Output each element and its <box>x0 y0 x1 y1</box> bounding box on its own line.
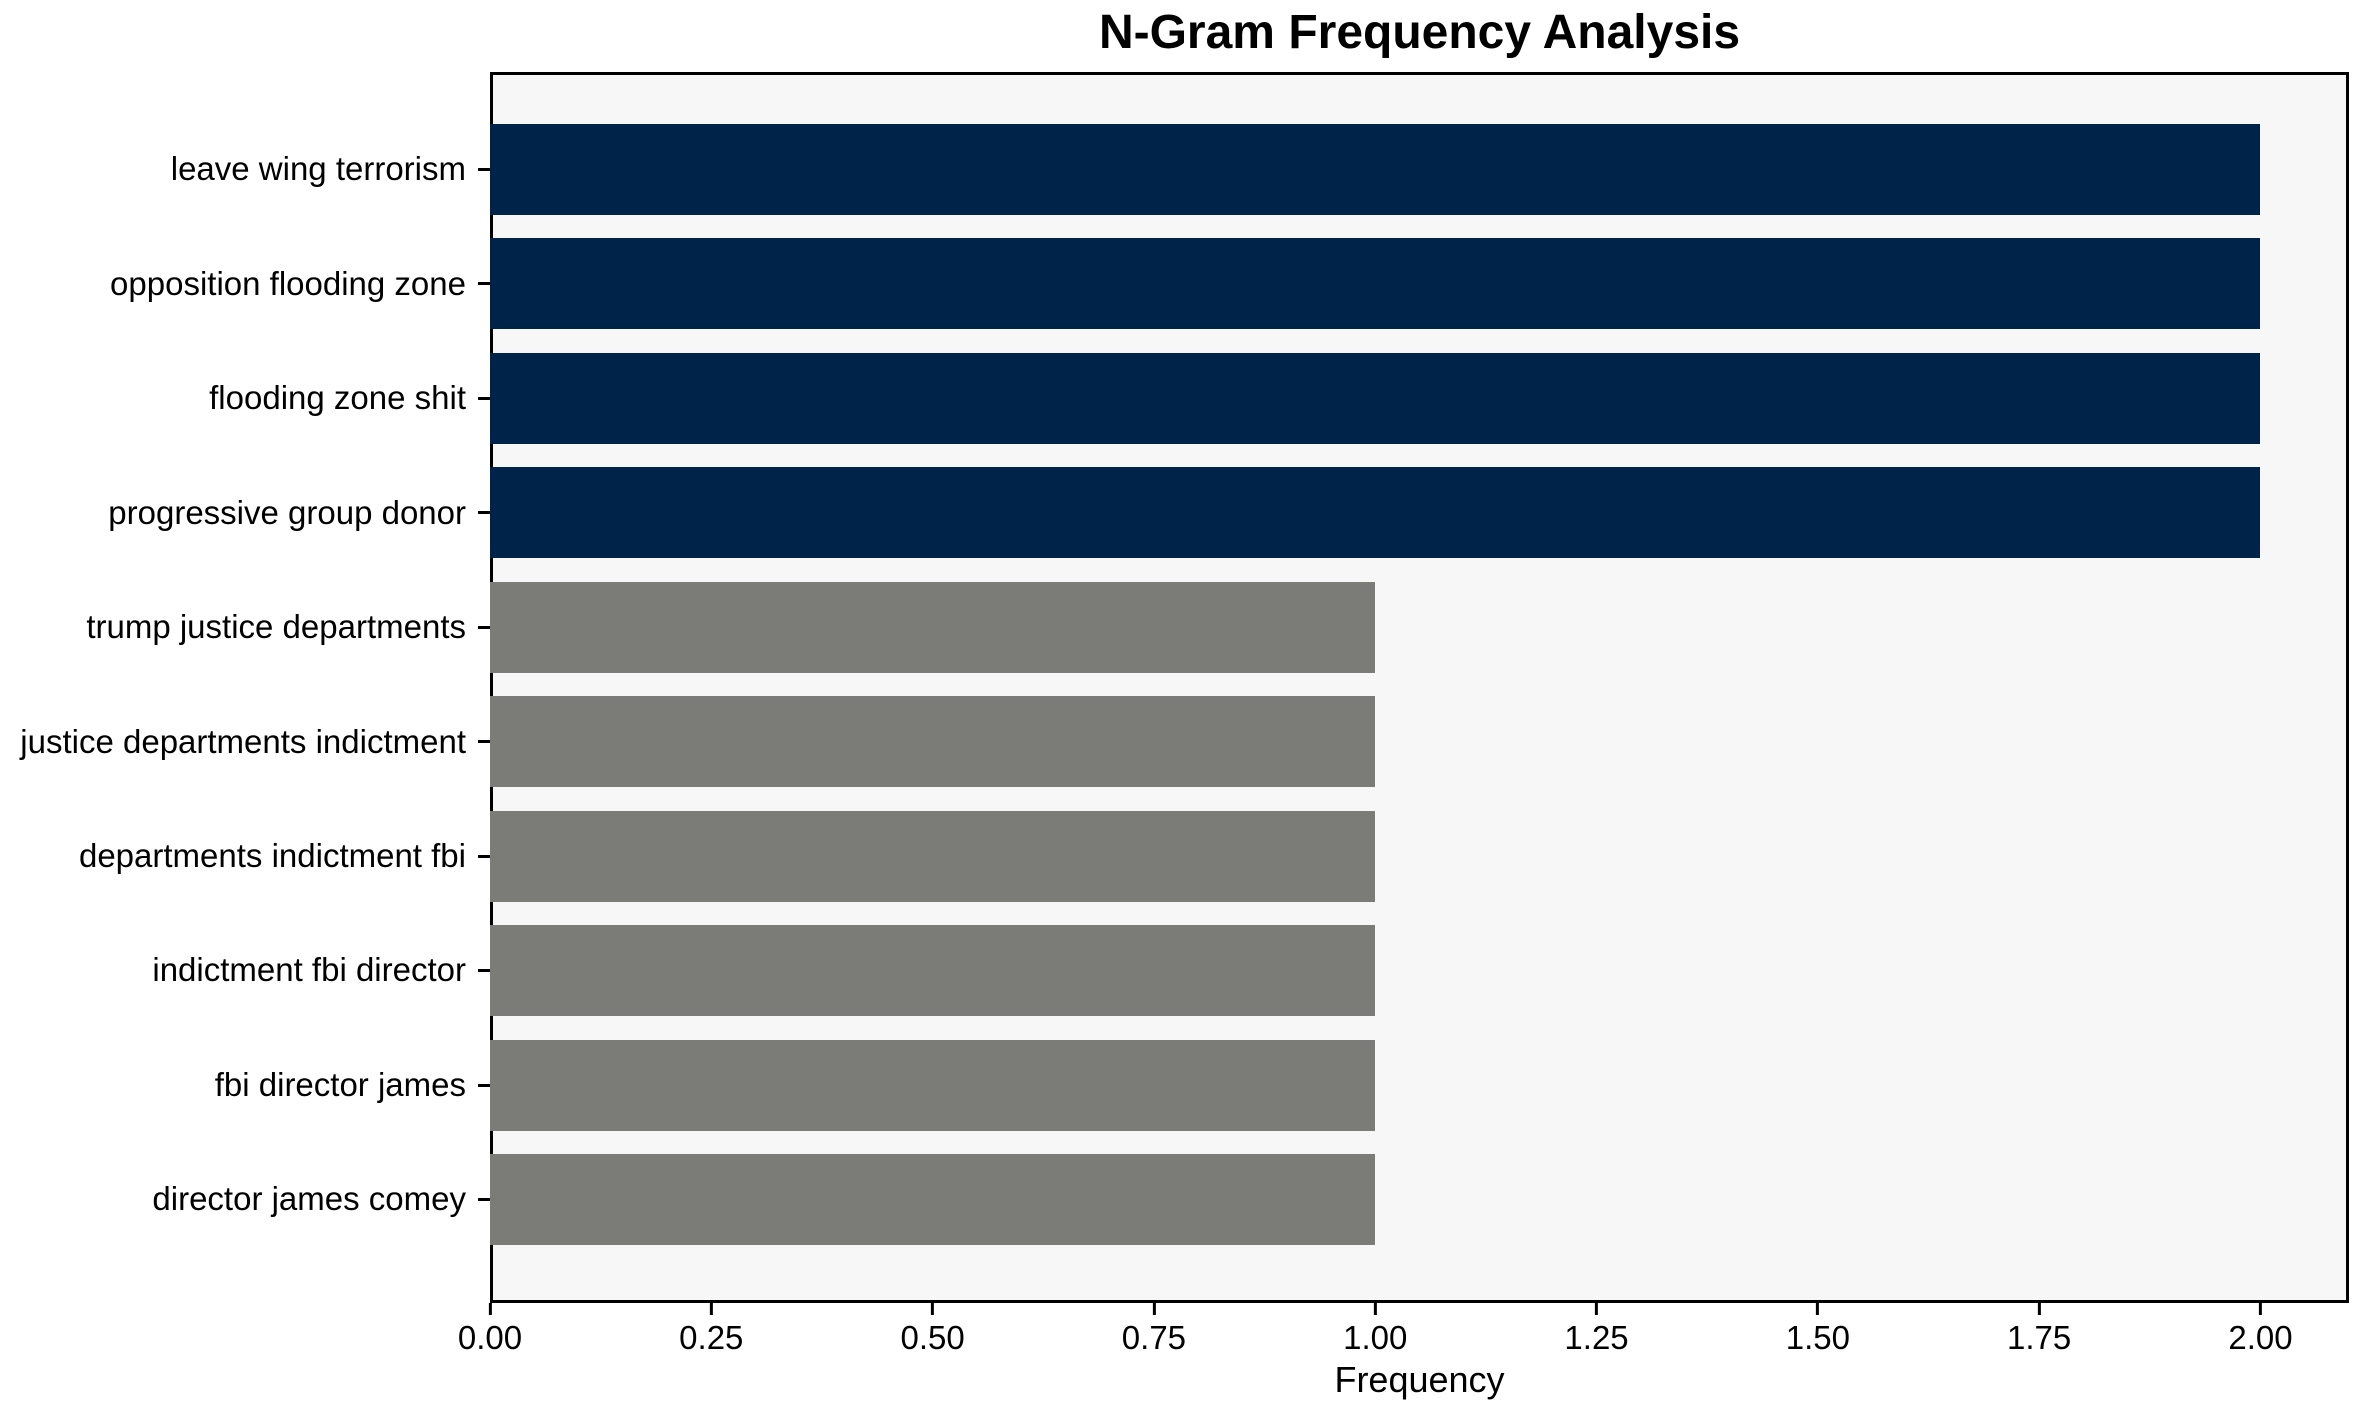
x-tick: 0.50 <box>900 1303 965 1356</box>
y-tick-mark <box>478 168 490 171</box>
x-tick-mark <box>2258 1303 2262 1315</box>
x-tick: 0.75 <box>1122 1303 1186 1356</box>
bar-row: opposition flooding zone <box>0 238 2349 330</box>
bar-row: leave wing terrorism <box>0 124 2349 215</box>
y-tick-mark <box>478 396 490 400</box>
bar-row: justice departments indictment <box>0 696 2349 788</box>
x-tick-label: 0.75 <box>1121 1319 1187 1356</box>
x-tick-mark <box>1595 1303 1599 1315</box>
y-tick-mark <box>478 511 490 515</box>
bar-row: indictment fbi director <box>0 925 2349 1017</box>
x-tick: 1.50 <box>1786 1303 1850 1356</box>
frequency-bar <box>490 581 1376 673</box>
y-tick-label: opposition flooding zone <box>110 264 466 302</box>
frequency-bar <box>490 467 2261 559</box>
bar-track <box>490 352 2349 444</box>
bar-row: departments indictment fbi <box>0 810 2349 902</box>
x-axis: 0.00 0.25 0.50 0.75 1.00 1.25 1.50 1.75 2.00 <box>458 1303 2349 1363</box>
bar-track <box>490 810 2349 902</box>
bar-track <box>490 1153 2349 1245</box>
y-tick-label: progressive group donor <box>108 493 466 531</box>
y-tick-label: indictment fbi director <box>152 951 466 989</box>
y-tick-mark <box>478 854 490 858</box>
bar-track <box>490 124 2349 215</box>
y-tick-label: trump justice departments <box>86 608 466 646</box>
x-tick-mark <box>1373 1303 1377 1315</box>
y-tick-label: departments indictment fbi <box>78 836 466 874</box>
bar-track <box>490 467 2349 559</box>
y-tick-mark <box>478 282 490 286</box>
bar-row: progressive group donor <box>0 467 2349 559</box>
x-tick: 1.25 <box>1564 1303 1629 1356</box>
x-tick: 0.00 <box>458 1303 522 1356</box>
frequency-bar <box>490 810 1376 902</box>
y-tick-label: leave wing terrorism <box>170 150 466 188</box>
x-tick-mark <box>2037 1303 2041 1315</box>
bar-row: trump justice departments <box>0 581 2349 673</box>
bar-track <box>490 238 2349 330</box>
bar-row: flooding zone shit <box>0 352 2349 444</box>
x-tick-label: 1.25 <box>1564 1319 1629 1356</box>
y-tick-mark <box>478 740 490 744</box>
bar-rows: leave wing terrorism opposition flooding … <box>0 72 2349 1303</box>
x-tick-label: 0.25 <box>679 1319 744 1356</box>
x-tick: 0.25 <box>679 1303 743 1356</box>
x-tick: 1.75 <box>2007 1303 2071 1356</box>
x-tick: 2.00 <box>2228 1303 2293 1356</box>
x-tick-label: 1.50 <box>1785 1319 1850 1356</box>
bar-track <box>490 925 2349 1017</box>
x-axis-label: Frequency <box>1334 1359 1505 1400</box>
y-tick-mark <box>478 1083 490 1087</box>
frequency-bar <box>490 124 2261 215</box>
frequency-bar <box>490 1039 1376 1131</box>
frequency-bar <box>490 696 1376 788</box>
y-tick-mark <box>478 1197 490 1201</box>
y-tick-label: fbi director james <box>214 1065 466 1103</box>
y-tick-mark <box>478 625 490 629</box>
x-tick-label: 1.75 <box>2007 1319 2072 1356</box>
y-tick-mark <box>478 969 490 973</box>
x-tick: 1.00 <box>1343 1303 1407 1356</box>
x-tick-label: 0.50 <box>900 1319 965 1356</box>
x-tick-mark <box>1816 1303 1820 1315</box>
chart-title: N-Gram Frequency Analysis <box>1098 6 1741 59</box>
frequency-bar <box>490 238 2261 330</box>
bar-track <box>490 696 2349 788</box>
x-tick-mark <box>488 1303 492 1315</box>
frequency-bar <box>490 352 2261 444</box>
bar-row: director james comey <box>0 1153 2349 1245</box>
bar-row: fbi director james <box>0 1039 2349 1131</box>
bar-track <box>490 1039 2349 1131</box>
x-tick-label: 0.00 <box>457 1319 523 1356</box>
y-tick-label: director james comey <box>152 1180 466 1218</box>
x-tick-mark <box>1152 1303 1156 1315</box>
x-tick-mark <box>709 1303 713 1315</box>
y-tick-label: justice departments indictment <box>20 722 466 760</box>
frequency-bar <box>490 925 1376 1017</box>
y-tick-label: flooding zone shit <box>209 379 466 417</box>
x-tick-mark <box>931 1303 935 1315</box>
x-tick-label: 1.00 <box>1343 1319 1408 1356</box>
frequency-bar <box>490 1153 1376 1245</box>
x-tick-label: 2.00 <box>2228 1319 2293 1356</box>
bar-track <box>490 581 2349 673</box>
